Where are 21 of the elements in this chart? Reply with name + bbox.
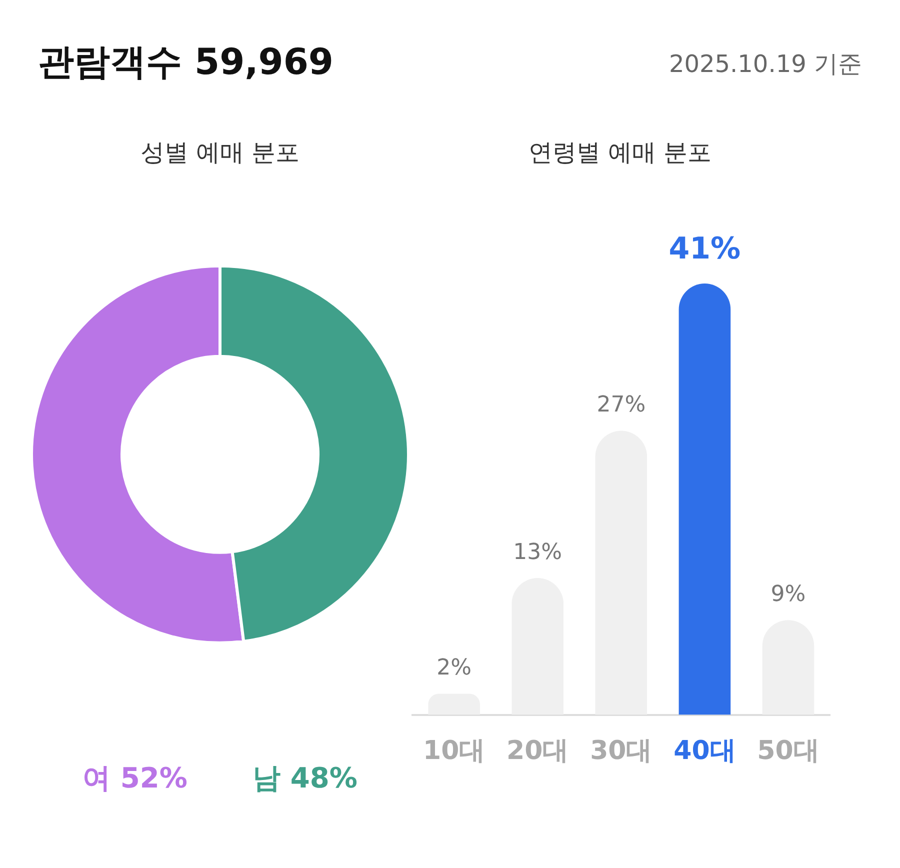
- data-label: 41%: [668, 231, 741, 266]
- text: 2025.10.19 기준: [668, 49, 862, 80]
- data-label: 2%: [436, 655, 472, 680]
- bar: [678, 283, 731, 715]
- x-tick-label: 20대: [506, 736, 569, 766]
- chart-title: 성별 예매 분포: [140, 138, 300, 167]
- data-label: 13%: [513, 540, 562, 565]
- x-tick-label: 50대: [757, 736, 820, 766]
- bar: [762, 620, 814, 715]
- x-tick-label: 10대: [422, 736, 486, 766]
- text: 관람객수 59,969: [38, 41, 334, 85]
- data-label: 27%: [596, 392, 646, 418]
- x-tick-label: 30대: [590, 736, 652, 766]
- bar: [595, 430, 648, 715]
- x-tick-label: 40대: [674, 736, 736, 766]
- data-label: 9%: [770, 582, 806, 607]
- bar: [428, 694, 480, 715]
- slice-label: 여 52%: [82, 761, 188, 794]
- slice-label: 남 48%: [252, 761, 358, 794]
- chart-title: 연령별 예매 분포: [528, 138, 712, 167]
- bar: [512, 578, 564, 715]
